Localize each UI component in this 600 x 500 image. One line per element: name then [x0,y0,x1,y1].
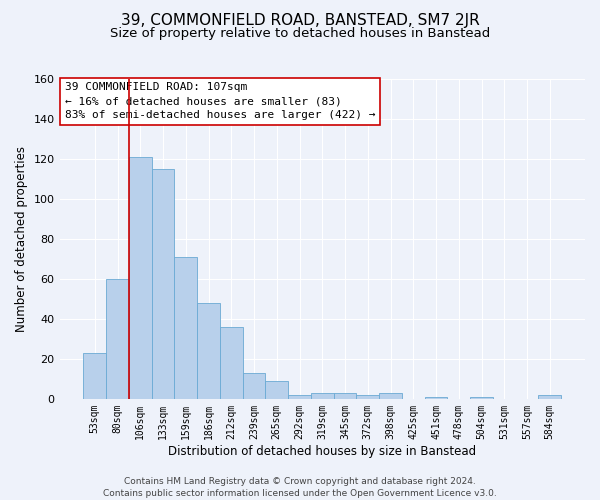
Bar [83,353,106,399]
Bar [129,157,152,399]
Text: 39 COMMONFIELD ROAD: 107sqm
← 16% of detached houses are smaller (83)
83% of sem: 39 COMMONFIELD ROAD: 107sqm ← 16% of det… [65,82,375,120]
X-axis label: Distribution of detached houses by size in Banstead: Distribution of detached houses by size … [168,444,476,458]
Bar [334,393,356,399]
Bar [379,393,402,399]
Bar [311,393,334,399]
Bar [242,373,265,399]
Bar [425,397,448,399]
Bar [356,395,379,399]
Bar [106,279,129,399]
Text: Contains HM Land Registry data © Crown copyright and database right 2024.
Contai: Contains HM Land Registry data © Crown c… [103,476,497,498]
Bar [152,169,175,399]
Text: Size of property relative to detached houses in Banstead: Size of property relative to detached ho… [110,28,490,40]
Bar [538,395,561,399]
Bar [470,397,493,399]
Text: 39, COMMONFIELD ROAD, BANSTEAD, SM7 2JR: 39, COMMONFIELD ROAD, BANSTEAD, SM7 2JR [121,12,479,28]
Bar [265,381,288,399]
Bar [175,257,197,399]
Bar [220,327,242,399]
Bar [288,395,311,399]
Bar [197,303,220,399]
Y-axis label: Number of detached properties: Number of detached properties [15,146,28,332]
